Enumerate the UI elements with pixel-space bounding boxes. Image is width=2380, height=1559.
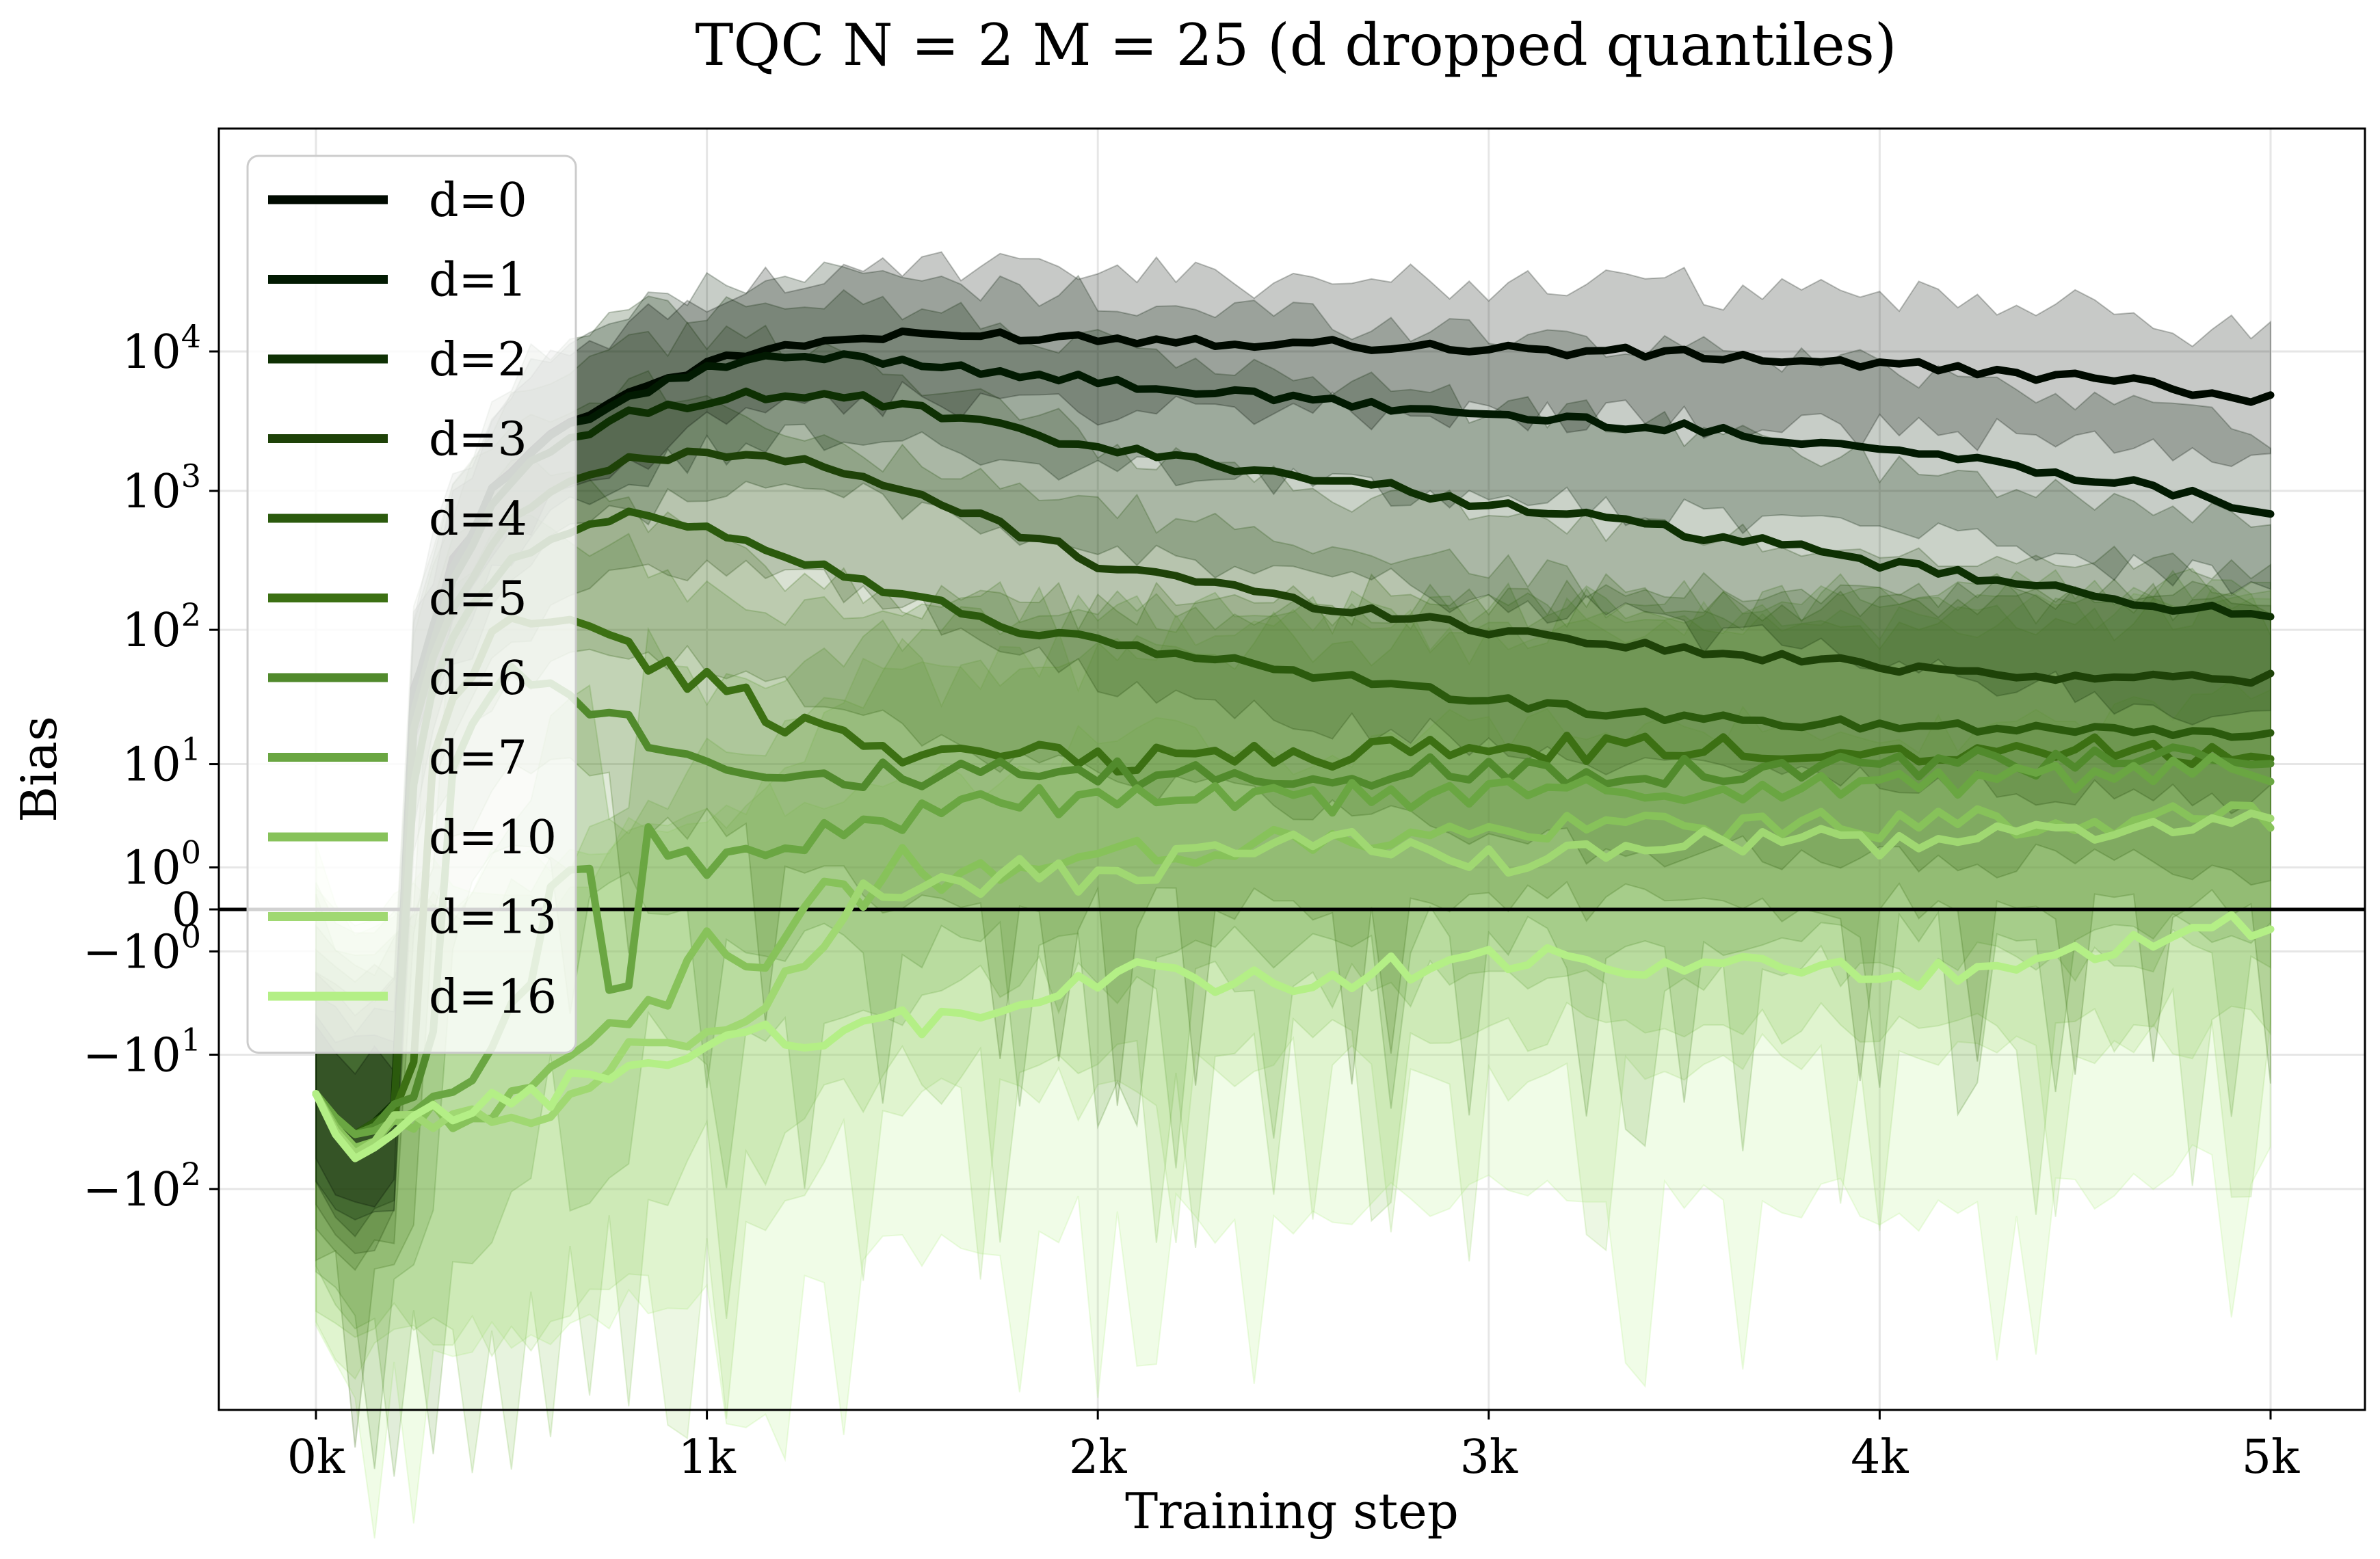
- legend-label-d=4: d=4: [429, 492, 527, 546]
- legend-label-d=10: d=10: [429, 811, 557, 865]
- band-d=6: [315, 514, 2271, 1469]
- legend-label-d=0: d=0: [429, 174, 527, 228]
- y-tick-label-8: 104: [122, 318, 201, 379]
- band-d=10: [315, 593, 2271, 1474]
- series-line-d=7: [312, 752, 2275, 1138]
- plot-frame: [217, 127, 2366, 1411]
- y-tick-label-1: −101: [83, 1021, 201, 1082]
- legend-label-d=16: d=16: [429, 970, 557, 1024]
- band-d=1: [315, 261, 2271, 1221]
- x-tick-label-3: 3k: [1460, 1430, 1518, 1484]
- y-tick-label-2: −100: [83, 918, 201, 979]
- shaded-bands: [315, 251, 2271, 1539]
- legend-label-d=2: d=2: [429, 333, 527, 387]
- series-line-d=2: [312, 387, 2275, 1138]
- legend-label-d=7: d=7: [429, 732, 527, 786]
- y-tick-label-0: −102: [83, 1156, 201, 1217]
- series-line-d=13: [312, 809, 2275, 1158]
- x-tick-label-0: 0k: [287, 1430, 345, 1484]
- series-line-d=3: [312, 447, 2275, 1138]
- series-line-d=0: [312, 328, 2275, 1138]
- series-lines: [312, 328, 2275, 1162]
- series-line-d=6: [312, 663, 2275, 1138]
- legend-box: [246, 155, 577, 1054]
- y-tick-label-6: 102: [122, 596, 201, 658]
- x-tick-label-5: 5k: [2242, 1430, 2300, 1484]
- x-tick-label-2: 2k: [1069, 1430, 1127, 1484]
- series-line-d=16: [312, 911, 2275, 1162]
- legend-label-d=1: d=1: [429, 254, 527, 308]
- legend-label-d=3: d=3: [429, 413, 527, 467]
- series-line-d=4: [312, 507, 2275, 1138]
- legend-label-d=5: d=5: [429, 572, 527, 626]
- band-d=0: [315, 251, 2271, 1208]
- band-d=2: [315, 289, 2271, 1238]
- chart-title: TQC N = 2 M = 25 (d dropped quantiles): [695, 12, 1896, 79]
- series-line-d=1: [312, 350, 2275, 1138]
- legend: d=0 d=1 d=2 d=3 d=4 d=5 d=6 d=7 d=10 d=13 d=16: [246, 155, 577, 1054]
- y-tick-label-7: 103: [122, 457, 201, 519]
- y-tick-label-4: 100: [122, 834, 201, 896]
- x-tick-label-1: 1k: [678, 1430, 736, 1484]
- band-d=5: [315, 456, 2271, 1448]
- y-tick-label-3: 0: [172, 883, 201, 937]
- x-axis-label: Training step: [1125, 1482, 1459, 1540]
- legend-label-d=13: d=13: [429, 891, 557, 945]
- x-axis-ticks: 0k 1k 2k 3k 4k 5k: [287, 1410, 2300, 1484]
- x-tick-label-4: 4k: [1851, 1430, 1909, 1484]
- band-d=4: [315, 370, 2271, 1271]
- y-axis-label: Bias: [10, 716, 68, 823]
- y-tick-label-5: 101: [122, 731, 201, 792]
- legend-label-d=6: d=6: [429, 652, 527, 706]
- band-d=16: [315, 679, 2271, 1539]
